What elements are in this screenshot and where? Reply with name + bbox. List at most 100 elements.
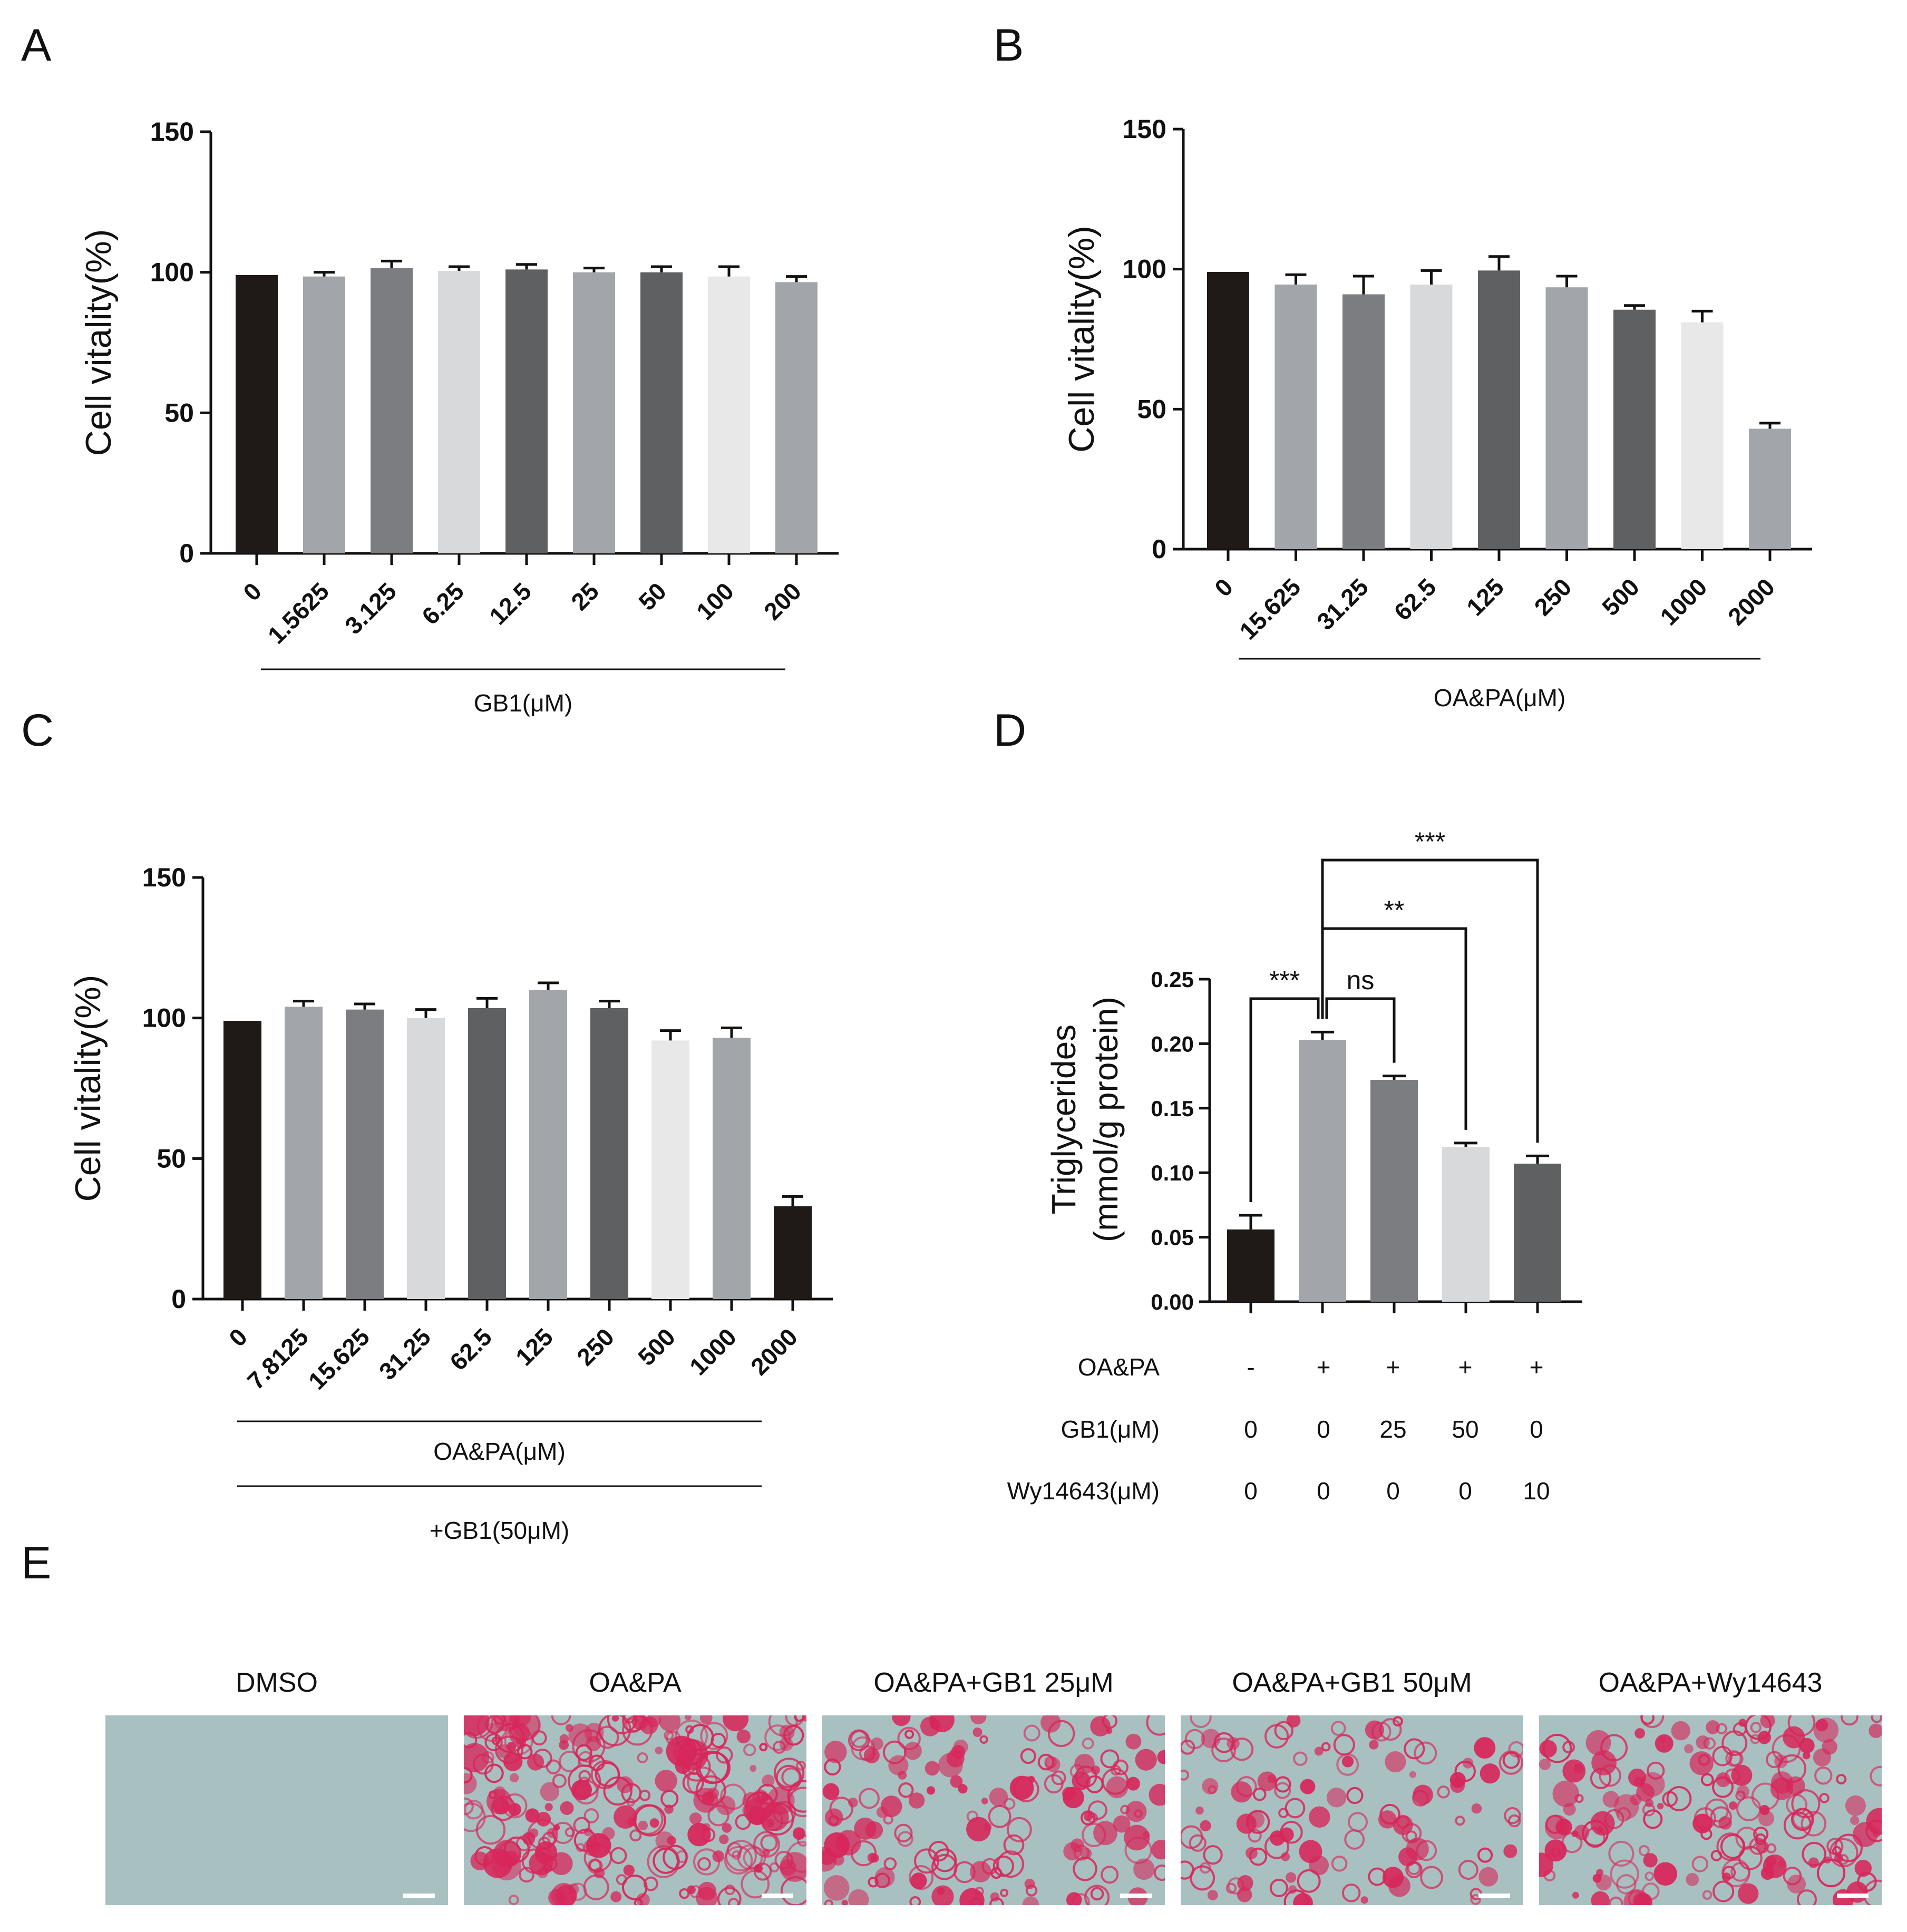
y-tick-label: 50 [157,1144,186,1173]
lipid-droplet [754,1864,763,1873]
lipid-droplet [1297,1869,1321,1893]
lipid-droplet [1645,1871,1655,1881]
lipid-droplet [534,1841,558,1864]
lipid-droplet [521,1848,547,1874]
lipid-droplet [1413,1784,1433,1805]
group-label: OA&PA(μM) [1434,684,1566,711]
lipid-droplet [1090,1887,1104,1901]
lipid-droplet [979,1735,988,1744]
x-tick-label: 7.8125 [242,1323,314,1394]
lipid-droplet [607,1715,637,1734]
lipid-droplet [611,1715,619,1722]
lipid-droplet [954,1861,976,1884]
lipid-droplet [1330,1721,1346,1736]
lipid-droplet [542,1863,552,1874]
lipid-droplet [724,1884,735,1896]
lipid-droplet [1822,1739,1837,1755]
lipid-droplet [614,1805,637,1829]
lipid-droplet [1539,1758,1551,1770]
significance-label: ns [1347,965,1375,995]
lipid-droplet [1802,1751,1811,1760]
lipid-droplet [1044,1755,1057,1769]
image-label: OA&PA [589,1667,682,1698]
lipid-droplet [1409,1771,1416,1778]
x-tick-label: 0 [1209,573,1238,602]
lipid-droplet [1248,1829,1262,1843]
lipid-droplet [1572,1891,1579,1899]
x-tick-label: 6.25 [416,577,469,630]
lipid-droplet [1561,1832,1583,1853]
lipid-droplet [728,1898,740,1905]
lipid-droplet [1834,1833,1863,1862]
lipid-droplet [1716,1772,1731,1788]
bar [1442,1147,1490,1302]
treatment-cell: 0 [1244,1416,1258,1443]
bar [346,1009,384,1299]
lipid-droplet [966,1810,979,1822]
lipid-droplet [517,1744,533,1760]
lipid-droplet [507,1742,517,1751]
lipid-droplet [1819,1793,1830,1803]
lipid-droplet [1405,1861,1423,1878]
y-tick-label: 0 [171,1284,186,1314]
stain-image [105,1715,448,1905]
lipid-droplet [764,1724,791,1751]
lipid-droplet [894,1823,913,1842]
y-tick-label: 50 [1137,394,1166,424]
lipid-droplet [1181,1769,1190,1781]
lipid-droplet [1454,1760,1476,1782]
lipid-droplet [1195,1806,1204,1815]
lipid-droplet [1151,1840,1165,1860]
lipid-droplet [616,1874,627,1886]
lipid-droplet [508,1895,519,1905]
lipid-droplet [1101,1866,1119,1884]
lipid-droplet [1700,1773,1714,1787]
lipid-droplet [1471,1803,1482,1814]
lipid-droplet [1870,1765,1882,1787]
lipid-droplet [1181,1825,1203,1849]
y-tick-label: 50 [164,398,194,427]
lipid-droplet [1759,1805,1770,1816]
lipid-droplet [464,1743,490,1773]
lipid-droplet [1770,1777,1793,1800]
lipid-droplet [1299,1840,1322,1863]
lipid-droplet [1608,1840,1634,1867]
lipid-droplet [786,1841,806,1873]
lipid-droplet [1735,1827,1759,1850]
lipid-droplet [664,1804,674,1814]
lipid-droplet [512,1715,541,1740]
lipid-droplet [1293,1751,1308,1766]
lipid-droplet [773,1758,805,1789]
y-tick-label: 0.10 [1151,1160,1194,1185]
lipid-droplet [689,1812,702,1825]
lipid-droplet [1829,1838,1859,1868]
lipid-droplet [1437,1785,1450,1799]
lipid-droplet [1321,1742,1331,1752]
lipid-droplet [464,1800,484,1820]
lipid-droplet [1126,1777,1140,1791]
lipid-droplet [747,1806,767,1826]
group-label: GB1(μM) [474,689,573,717]
lipid-droplet [684,1715,692,1721]
bar [1514,1164,1561,1302]
lipid-droplet [1006,1817,1032,1842]
lipid-droplet [1252,1787,1267,1801]
treatment-cell: 0 [1386,1477,1400,1505]
lipid-droplet [1405,1830,1417,1842]
lipid-droplet [795,1760,806,1771]
lipid-droplet [637,1752,648,1763]
x-tick-label: 62.5 [1388,573,1441,626]
lipid-droplet [1346,1787,1364,1804]
lipid-droplet [484,1733,503,1752]
lipid-droplet [787,1780,806,1813]
lipid-droplet [623,1865,635,1876]
lipid-droplet [773,1801,796,1824]
lipid-droplet [583,1828,592,1837]
lipid-droplet [476,1715,508,1742]
y-axis-label: Triglycerides [1045,1024,1083,1214]
image-background [105,1715,448,1905]
lipid-droplet [1640,1715,1665,1728]
lipid-droplet [540,1782,560,1801]
